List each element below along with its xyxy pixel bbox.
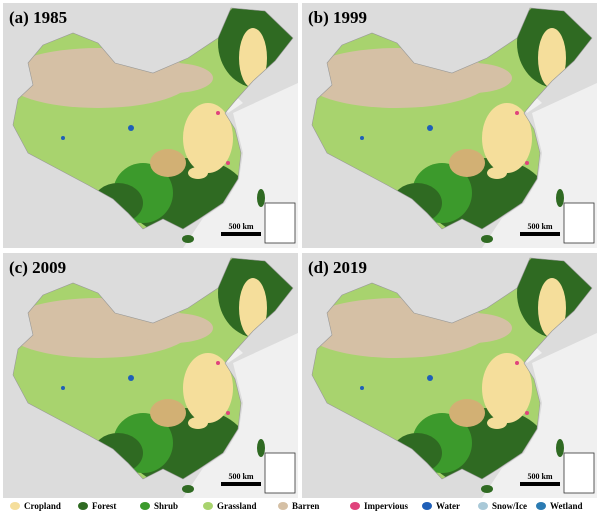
legend-swatch xyxy=(10,502,20,510)
legend-swatch xyxy=(203,502,213,510)
scale-label: 500 km xyxy=(228,222,253,231)
map-panel: (c) 2009 500 km xyxy=(3,248,298,498)
scale-label: 500 km xyxy=(527,472,552,481)
land-cover-map xyxy=(302,248,597,498)
legend-label: Shrub xyxy=(154,501,178,511)
legend-label: Water xyxy=(436,501,460,511)
panel-title: (b) 1999 xyxy=(308,8,367,27)
legend-label: Forest xyxy=(92,501,116,511)
legend-label: Cropland xyxy=(24,501,61,511)
legend-label: Snow/Ice xyxy=(492,501,527,511)
land-cover-map xyxy=(3,0,298,248)
panel-title: (d) 2019 xyxy=(308,258,367,277)
map-panel: (a) 1985 500 km xyxy=(3,0,298,248)
legend-label: Impervious xyxy=(364,501,409,511)
map-panel: (b) 1999 500 km xyxy=(302,0,597,248)
legend-swatch xyxy=(478,502,488,510)
land-cover-map xyxy=(3,248,298,498)
land-cover-map xyxy=(302,0,597,248)
legend-swatch xyxy=(422,502,432,510)
legend-swatch xyxy=(350,502,360,510)
panel-title: (c) 2009 xyxy=(9,258,66,277)
legend-swatch xyxy=(78,502,88,510)
legend-label: Barren xyxy=(292,501,319,511)
legend-swatch xyxy=(278,502,288,510)
panel-title: (a) 1985 xyxy=(9,8,67,27)
scale-label: 500 km xyxy=(228,472,253,481)
scale-label: 500 km xyxy=(527,222,552,231)
legend-swatch xyxy=(536,502,546,510)
legend-label: Wetland xyxy=(550,501,583,511)
legend-swatch xyxy=(140,502,150,510)
legend-label: Grassland xyxy=(217,501,257,511)
map-panel: (d) 2019 500 km xyxy=(302,248,597,498)
